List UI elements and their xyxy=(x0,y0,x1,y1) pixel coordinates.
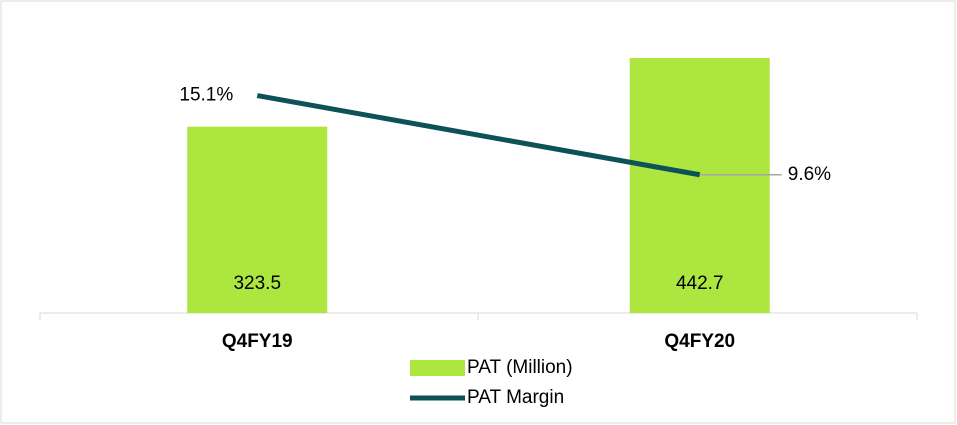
bar-value-label: 323.5 xyxy=(233,273,281,294)
legend-label: PAT (Million) xyxy=(467,357,573,378)
bar xyxy=(629,58,770,314)
line-value-label: 9.6% xyxy=(788,164,831,185)
legend-label: PAT Margin xyxy=(467,387,564,408)
x-tick-label: Q4FY20 xyxy=(664,331,735,352)
line xyxy=(256,93,701,178)
bar-value-label: 442.7 xyxy=(676,273,724,294)
x-tick-label: Q4FY19 xyxy=(222,331,293,352)
bar xyxy=(187,126,328,313)
legend-swatch xyxy=(410,360,465,376)
line-value-label: 15.1% xyxy=(179,85,233,106)
